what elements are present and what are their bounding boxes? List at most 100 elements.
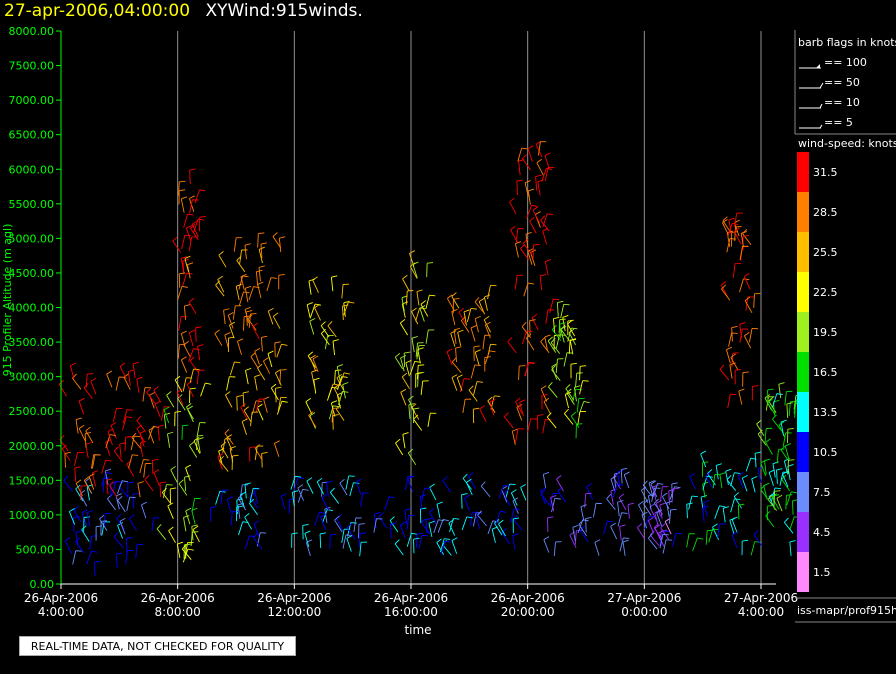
wind-barb — [725, 471, 729, 486]
wind-barb-flag — [167, 502, 174, 507]
wind-barb-flag — [313, 377, 320, 381]
wind-barb — [395, 442, 404, 456]
wind-barb — [530, 252, 536, 266]
wind-barb-flag — [245, 367, 252, 371]
wind-barb-flag — [236, 395, 243, 398]
wind-barb — [109, 485, 118, 498]
wind-barb-flag — [462, 473, 468, 479]
wind-barb-flag — [580, 504, 587, 508]
speed-legend-label: 28.5 — [813, 206, 838, 219]
wind-barb-flag — [515, 241, 522, 245]
wind-barb — [726, 238, 731, 253]
wind-barb — [335, 408, 345, 421]
wind-barb — [166, 395, 175, 408]
wind-barb — [654, 527, 662, 542]
wind-barb — [248, 286, 254, 300]
wind-barb-flag — [565, 384, 571, 389]
wind-barb-flag — [105, 459, 112, 462]
wind-barb — [649, 534, 660, 547]
wind-barb — [112, 408, 117, 422]
wind-barb — [727, 223, 733, 237]
wind-barb-flag — [88, 473, 95, 477]
wind-barb-flag — [116, 513, 122, 519]
wind-barb — [720, 284, 729, 298]
wind-barb — [703, 502, 708, 517]
wind-barb — [416, 533, 418, 548]
wind-barb — [498, 484, 505, 499]
wind-barb — [314, 512, 320, 526]
wind-barb — [90, 454, 95, 469]
x-tick-label-date: 27-Apr-2006 — [607, 591, 681, 605]
wind-barb-flag — [227, 496, 234, 500]
wind-barb — [75, 419, 79, 434]
wind-barb-flag — [181, 256, 188, 259]
wind-barb-flag — [427, 262, 434, 264]
wind-barb — [111, 481, 117, 496]
wind-barb — [101, 521, 105, 536]
wind-barb — [477, 514, 487, 527]
wind-barb — [305, 542, 311, 556]
wind-barb — [230, 511, 233, 526]
wind-barb-flag — [559, 322, 566, 325]
wind-barb — [416, 345, 420, 360]
wind-barb — [782, 432, 787, 447]
wind-barb — [750, 541, 756, 556]
wind-barb-flag — [210, 506, 217, 509]
wind-barb — [468, 389, 478, 402]
wind-barb — [161, 492, 172, 504]
wind-barb — [267, 353, 273, 368]
wind-barb — [309, 358, 317, 372]
wind-barb — [64, 541, 73, 554]
wind-barb-flag — [550, 494, 557, 498]
wind-barb-flag — [547, 213, 554, 216]
speed-legend-title: wind-speed: knots — [798, 137, 896, 150]
wind-barb — [555, 358, 558, 373]
wind-barb-flag — [527, 248, 534, 252]
wind-barb-flag — [487, 396, 493, 402]
wind-barb-flag — [414, 360, 421, 363]
wind-barb — [776, 498, 783, 512]
wind-barb-flag — [218, 251, 224, 256]
wind-barb — [504, 416, 514, 429]
wind-barb — [343, 301, 349, 316]
wind-barb — [579, 366, 581, 381]
wind-barb — [780, 449, 790, 462]
wind-barb-flag — [785, 443, 791, 447]
wind-barb — [719, 474, 723, 489]
wind-barb-flag — [511, 489, 517, 494]
wind-barb — [730, 472, 735, 487]
barb-legend-title: barb flags in knots — [798, 36, 896, 49]
wind-barb-flag — [252, 322, 258, 328]
wind-barb-flag — [75, 417, 82, 421]
wind-barb — [784, 391, 787, 406]
wind-barb-flag — [187, 213, 194, 216]
wind-barb — [220, 490, 223, 505]
wind-barb — [756, 423, 765, 437]
wind-barb — [483, 319, 492, 333]
wind-barb-flag — [115, 493, 122, 497]
wind-barb-flag — [205, 382, 212, 385]
wind-barb-flag — [331, 275, 338, 278]
wind-barb — [217, 456, 223, 470]
wind-barb-flag — [243, 291, 250, 294]
wind-barb — [407, 478, 414, 493]
speed-legend: wind-speed: knots 31.5 28.5 25.5 22.5 19.5 16… — [795, 137, 896, 623]
wind-barb-flag — [546, 412, 552, 418]
wind-barb — [360, 492, 364, 507]
wind-barb — [197, 346, 201, 361]
wind-barb-flag — [519, 365, 526, 367]
wind-barb-flag — [556, 475, 562, 480]
wind-barb-flag — [702, 461, 709, 464]
wind-barb — [185, 467, 191, 482]
wind-barb — [115, 376, 120, 391]
wind-barb — [132, 363, 136, 378]
wind-barb — [721, 288, 731, 301]
wind-barb-flag — [245, 285, 252, 289]
wind-barb — [416, 365, 419, 380]
wind-barb — [463, 311, 467, 326]
wind-barb-flag — [410, 262, 416, 267]
wind-barb-flag — [99, 514, 105, 520]
wind-barb-flag — [455, 346, 462, 349]
wind-barb — [789, 541, 792, 556]
